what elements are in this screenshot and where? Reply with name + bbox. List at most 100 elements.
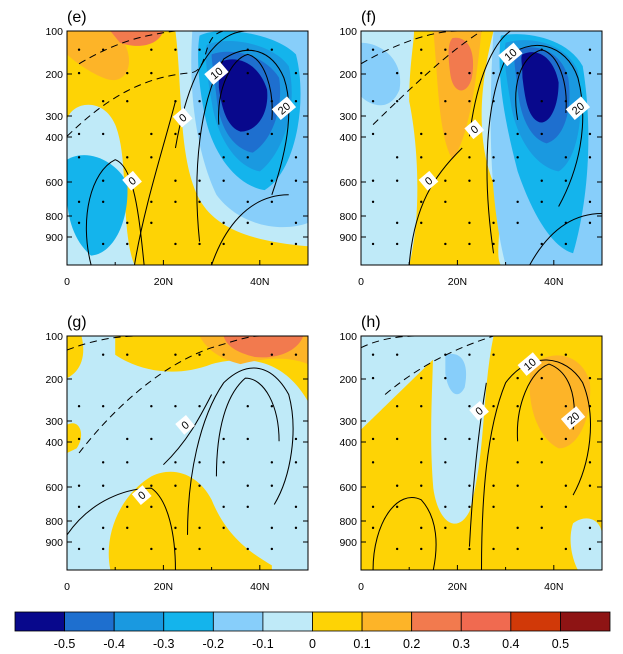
colorbar-swatch	[262, 611, 313, 632]
y-tick-label: 200	[45, 69, 63, 81]
stipple-dot	[420, 461, 423, 464]
contour-line	[361, 31, 458, 65]
stipple-dot	[588, 48, 592, 51]
stipple-dot	[588, 547, 592, 551]
y-tick-label: 200	[339, 374, 357, 386]
stipple-dot	[101, 461, 105, 464]
colorbar-swatch	[560, 611, 611, 632]
stipple-dot	[126, 221, 129, 225]
stipple-dot	[468, 505, 471, 509]
stipple-dot	[444, 505, 447, 509]
stipple-dot	[588, 71, 592, 75]
stipple-dot	[150, 547, 153, 551]
colorbar-label: -0.2	[203, 637, 225, 651]
stipple-dot	[444, 179, 447, 182]
stipple-dot	[101, 526, 105, 530]
stipple-dot	[126, 526, 129, 530]
stipple-dot	[588, 156, 592, 159]
x-tick-label: 0	[358, 276, 364, 288]
colorbar-swatch	[14, 611, 65, 632]
stipple-dot	[101, 242, 105, 246]
stipple-dot	[395, 505, 399, 509]
colorbar-swatch	[212, 611, 264, 632]
stipple-dot	[101, 132, 105, 136]
contour-line	[196, 50, 290, 242]
contour-line	[211, 194, 289, 265]
stipple-dot	[371, 100, 375, 103]
stipple-dot	[77, 200, 81, 204]
stipple-dot	[174, 48, 177, 51]
stipple-dot	[492, 156, 495, 159]
stipple-dot	[468, 221, 471, 225]
stipple-dot	[371, 526, 375, 530]
stipple-dot	[294, 353, 298, 356]
shading-region	[67, 31, 130, 81]
stipple-dot	[564, 242, 568, 246]
stipple-dot	[468, 353, 471, 356]
stipple-dot	[246, 405, 249, 408]
contour-line	[78, 31, 176, 65]
contour-line	[186, 367, 294, 535]
contour-line	[218, 53, 273, 125]
panel-label: (f)	[361, 9, 376, 26]
stipple-dot	[198, 461, 201, 464]
contour-line	[372, 31, 482, 125]
x-tick-label: 20N	[154, 581, 173, 593]
stipple-dot	[222, 179, 225, 182]
stipple-dot	[468, 71, 471, 75]
contour-line	[361, 336, 422, 349]
shading-region	[67, 31, 308, 265]
stipple-dot	[126, 505, 129, 509]
stipple-dot	[198, 179, 201, 182]
stipple-dot	[492, 242, 495, 246]
stipple-dot	[77, 132, 81, 136]
stipple-dot	[540, 179, 543, 182]
colorbar-label: -0.3	[153, 637, 175, 651]
stipple-dot	[198, 547, 201, 551]
stipple-dot	[294, 461, 298, 464]
contour-line	[67, 31, 224, 137]
stipple-dot	[198, 242, 201, 246]
stipple-dot	[101, 484, 105, 487]
y-tick-label: 100	[339, 331, 357, 343]
panel-frame	[360, 335, 603, 571]
panel-frame	[360, 30, 603, 266]
stipple-dot	[198, 405, 201, 408]
stipple-dot	[371, 179, 375, 182]
stipple-dot	[395, 242, 399, 246]
stipple-dot	[395, 100, 399, 103]
x-tick-label: 0	[358, 581, 364, 593]
stipple-dot	[420, 547, 423, 551]
stipple-dot	[77, 221, 81, 225]
y-tick-label: 200	[45, 374, 63, 386]
stipple-dot	[468, 405, 471, 408]
colorbar-swatch	[361, 611, 413, 632]
stipple-dot	[371, 132, 375, 136]
contour-line	[67, 487, 176, 570]
stipple-dot	[540, 200, 543, 204]
y-tick-label: 900	[339, 232, 357, 244]
stipple-dot	[371, 242, 375, 246]
colorbar-label: 0	[309, 637, 316, 651]
colorbar: -0.5 -0.4 -0.3 -0.2 -0.1 0 0.1 0.2 0.3 0.4 0.5	[14, 611, 611, 651]
stipple-dot	[77, 484, 81, 487]
stipple-dot	[77, 48, 81, 51]
contour-line	[468, 31, 511, 137]
stipple-dot	[564, 437, 568, 441]
stipple-dot	[492, 547, 495, 551]
contour-line	[372, 497, 437, 570]
y-tick-label: 400	[339, 437, 357, 449]
stipple-dot	[420, 376, 423, 380]
stipple-dot	[588, 376, 592, 380]
stipple-dot	[150, 484, 153, 487]
panel-label: (e)	[67, 9, 87, 26]
y-tick-label: 600	[339, 177, 357, 189]
contour-label: 0	[131, 485, 152, 505]
stipple-dot	[420, 200, 423, 204]
y-tick-label: 300	[45, 111, 63, 123]
stipple-dot	[540, 376, 543, 380]
stipple-dot	[174, 132, 177, 136]
colorbar-label: 0.2	[403, 637, 420, 651]
stipple-dot	[150, 505, 153, 509]
